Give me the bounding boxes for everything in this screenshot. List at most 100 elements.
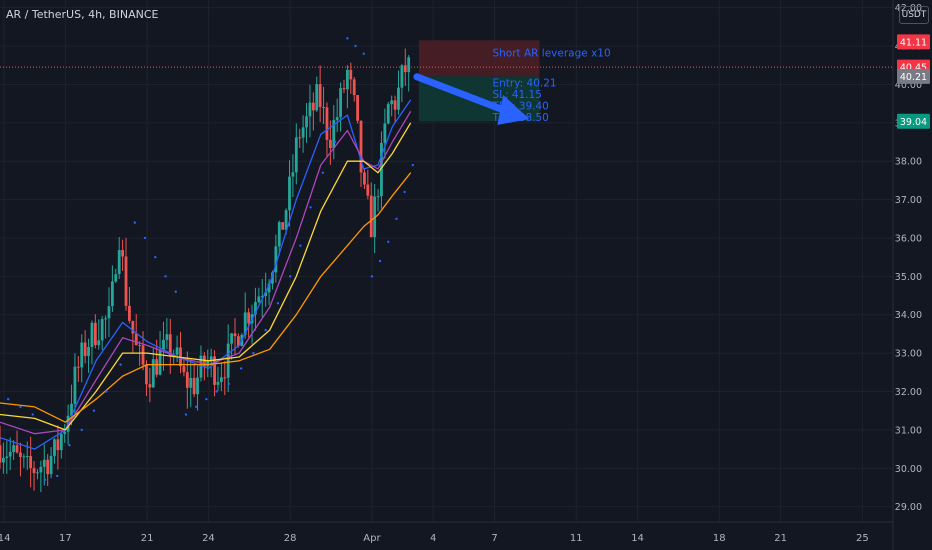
candle-body [328, 139, 332, 149]
psar-dot [133, 221, 137, 224]
candle-body [243, 312, 247, 335]
psar-dot [346, 37, 349, 40]
candle-body [141, 345, 145, 365]
candle-body [288, 176, 291, 211]
candle-body [390, 100, 394, 105]
candle-body [230, 333, 233, 344]
y-tick-label: 31.00 [895, 425, 922, 436]
candle-body [42, 459, 46, 467]
psar-dot [92, 409, 96, 412]
price-tag [897, 34, 930, 50]
candle-body [25, 456, 29, 458]
x-tick-label: 7 [491, 533, 497, 544]
candle-body [124, 256, 128, 306]
candle-body [121, 250, 125, 257]
candle-body [97, 340, 101, 346]
candle-body [264, 292, 268, 296]
candle-body [155, 359, 159, 375]
candle-body [100, 319, 104, 341]
symbol-title: AR / TetherUS, 4h, BINANCE [6, 8, 159, 21]
candle-body [359, 120, 363, 173]
psar-dot [205, 397, 208, 401]
psar-dot [354, 44, 357, 48]
candle-body [12, 445, 16, 452]
annotation-line: TP2: 38.50 [491, 112, 548, 124]
psar-dot [174, 290, 177, 293]
candle-body [202, 355, 206, 367]
candle-body [104, 318, 107, 320]
ema-fast-line [0, 99, 412, 450]
candle-body [209, 356, 213, 362]
psar-dot [370, 275, 374, 278]
candle-body [2, 457, 5, 463]
candle-body [284, 210, 288, 230]
candle-body [254, 302, 257, 315]
candle-body [29, 456, 33, 469]
y-tick-label: 40.00 [895, 80, 922, 91]
candle-body [318, 84, 322, 108]
candle-body [128, 305, 131, 321]
candle-body [397, 87, 400, 110]
candle-body [56, 439, 60, 451]
psar-dot [164, 275, 167, 278]
psar-dot [154, 255, 157, 259]
candle-body [298, 137, 302, 139]
candle-body [107, 306, 111, 319]
candle-body [131, 320, 135, 334]
psar-dot [252, 351, 255, 355]
candle-body [223, 377, 227, 379]
psar-dot [321, 171, 325, 174]
candle-body [260, 295, 264, 297]
candle-body [134, 333, 138, 346]
psar-dot [395, 217, 398, 220]
candle-body [393, 100, 397, 110]
candle-body [281, 222, 285, 230]
candle-body [339, 88, 342, 118]
y-tick-label: 42.00 [895, 3, 922, 14]
candle-body [15, 445, 19, 453]
candle-body [165, 334, 169, 340]
candle-body [363, 172, 366, 185]
candle-body [158, 349, 162, 375]
candle-body [301, 127, 305, 138]
currency-badge[interactable]: USDT [899, 6, 929, 24]
psar-dot [105, 390, 108, 393]
candle-body [162, 339, 165, 350]
candle-body [192, 377, 196, 395]
candle-body [237, 336, 240, 347]
x-tick-label: Apr [363, 533, 381, 544]
psar-dot [56, 474, 59, 478]
candle-body [403, 65, 407, 73]
candle-body [386, 104, 390, 124]
y-tick-label: 32.00 [895, 387, 922, 398]
psar-dot [6, 397, 10, 401]
candle-body [46, 459, 50, 475]
candle-body [199, 355, 203, 378]
psar-dot [362, 52, 365, 55]
x-tick-label: 21 [141, 533, 154, 544]
psar-dot [333, 140, 337, 144]
candle-body [49, 455, 53, 475]
price-tag-label: 40.45 [900, 63, 927, 74]
psar-dot [288, 275, 292, 278]
candle-body [168, 334, 172, 356]
y-tick-label: 29.00 [895, 502, 922, 513]
candle-body [294, 137, 298, 173]
candle-body [182, 366, 186, 373]
candle-body [271, 272, 274, 284]
psar-dot [68, 444, 71, 447]
candle-body [151, 359, 155, 388]
psar-dot [31, 413, 34, 416]
candle-body [114, 274, 118, 282]
y-tick-label: 37.00 [895, 195, 922, 206]
psar-dot [119, 363, 122, 366]
psar-dot [143, 236, 147, 240]
candle-body [315, 84, 319, 111]
candle-body [274, 246, 278, 273]
x-tick-label: 28 [284, 533, 297, 544]
candle-body [87, 347, 90, 357]
candle-body [322, 107, 325, 109]
annotation-line: TP1: 39.40 [491, 100, 548, 112]
candle-body [247, 312, 251, 324]
